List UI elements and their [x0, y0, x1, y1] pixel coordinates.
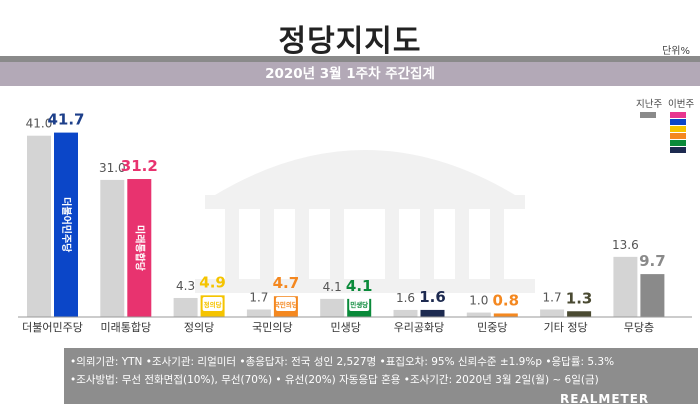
value-label-prev-1: 31.0: [99, 161, 126, 175]
value-label-curr-5: 1.6: [419, 288, 446, 306]
bar-curr-5: [420, 309, 445, 317]
category-label-3: 국민의당: [252, 321, 292, 334]
legend-curr-swatch-4: [670, 140, 686, 146]
legend-curr-swatch-1: [670, 119, 686, 125]
bar-prev-7: [540, 309, 565, 317]
bar-curr-1: [127, 179, 152, 317]
footer-line-2: •조사방법: 무선 전화면접(10%), 무선(70%) • 유선(20%) 자…: [70, 374, 599, 386]
chart-title: 정당지지도: [278, 24, 422, 59]
title-band-divider: [0, 56, 700, 62]
bar-logo-box-2: [202, 297, 223, 311]
bar-curr-8: [640, 274, 665, 317]
bar-prev-5: [393, 309, 418, 317]
bar-logo-text-2: 정의당: [204, 300, 222, 309]
legend-curr-swatch-2: [670, 126, 686, 132]
value-label-prev-4: 4.1: [323, 280, 342, 294]
category-label-0: 더불어민주당: [22, 321, 83, 334]
unit-label: 단위%: [662, 46, 690, 57]
category-label-7: 기타 정당: [544, 321, 588, 334]
survey-info-footer: •의뢰기관: YTN •조사기관: 리얼미터 •총응답자: 전국 성인 2,52…: [64, 348, 698, 404]
value-label-curr-4: 4.1: [346, 277, 373, 295]
bar-prev-0: [27, 135, 51, 317]
bar-logo-box-4: [349, 297, 370, 311]
bar-logo-text-1: 미래통합당: [133, 225, 146, 272]
value-label-prev-2: 4.3: [176, 279, 195, 293]
bar-chart: 41.041.7더불어민주당더불어민주당31.031.2미래통합당미래통합당4.…: [18, 111, 692, 334]
bar-prev-3: [246, 309, 271, 317]
value-label-curr-0: 41.7: [47, 111, 84, 129]
bars-layer: 41.041.7더불어민주당더불어민주당31.031.2미래통합당미래통합당4.…: [22, 111, 666, 334]
chart-subtitle: 2020년 3월 1주차 주간집계: [265, 66, 435, 82]
value-label-prev-7: 1.7: [543, 290, 562, 304]
category-label-6: 민중당: [477, 321, 507, 334]
value-label-prev-8: 13.6: [612, 238, 639, 252]
bar-logo-text-4: 민생당: [350, 300, 368, 309]
bar-prev-2: [173, 297, 198, 317]
bar-logo-text-0: 더불어민주당: [60, 197, 73, 253]
bar-prev-4: [320, 298, 345, 317]
building-watermark: [195, 150, 535, 293]
category-label-8: 무당층: [624, 321, 654, 334]
bar-curr-6: [493, 313, 518, 317]
value-label-prev-5: 1.6: [396, 291, 415, 305]
brand-logo: REALMETER: [560, 392, 650, 406]
value-label-curr-6: 0.8: [493, 291, 520, 309]
category-label-5: 우리공화당: [394, 321, 445, 334]
legend-curr-swatch-0: [670, 112, 686, 118]
value-label-curr-2: 4.9: [199, 273, 226, 291]
bar-logo-box-3: [275, 297, 296, 311]
bar-prev-6: [466, 312, 491, 317]
bar-curr-0: [54, 132, 78, 317]
value-label-prev-0: 41.0: [26, 117, 53, 131]
legend: 지난주 이번주: [628, 96, 698, 158]
value-label-curr-8: 9.7: [639, 252, 666, 270]
legend-prev-swatch: [640, 112, 656, 118]
legend-prev-label: 지난주: [636, 99, 663, 110]
footer-line-1: •의뢰기관: YTN •조사기관: 리얼미터 •총응답자: 전국 성인 2,52…: [70, 356, 615, 368]
value-label-curr-1: 31.2: [121, 157, 158, 175]
bar-curr-7: [567, 311, 592, 317]
value-label-prev-6: 1.0: [469, 294, 488, 308]
bar-logo-text-3: 국민의당: [274, 300, 298, 309]
legend-curr-label: 이번주: [668, 99, 695, 110]
bar-prev-8: [613, 256, 638, 317]
legend-curr-swatch-5: [670, 147, 686, 153]
legend-curr-swatch-3: [670, 133, 686, 139]
subtitle-band: [0, 62, 700, 86]
value-label-prev-3: 1.7: [249, 290, 268, 304]
value-label-curr-3: 4.7: [273, 274, 300, 292]
category-label-4: 민생당: [331, 321, 361, 334]
value-label-curr-7: 1.3: [566, 289, 593, 307]
category-label-1: 미래통합당: [100, 321, 151, 334]
bar-prev-1: [100, 179, 125, 317]
category-label-2: 정의당: [184, 321, 214, 334]
